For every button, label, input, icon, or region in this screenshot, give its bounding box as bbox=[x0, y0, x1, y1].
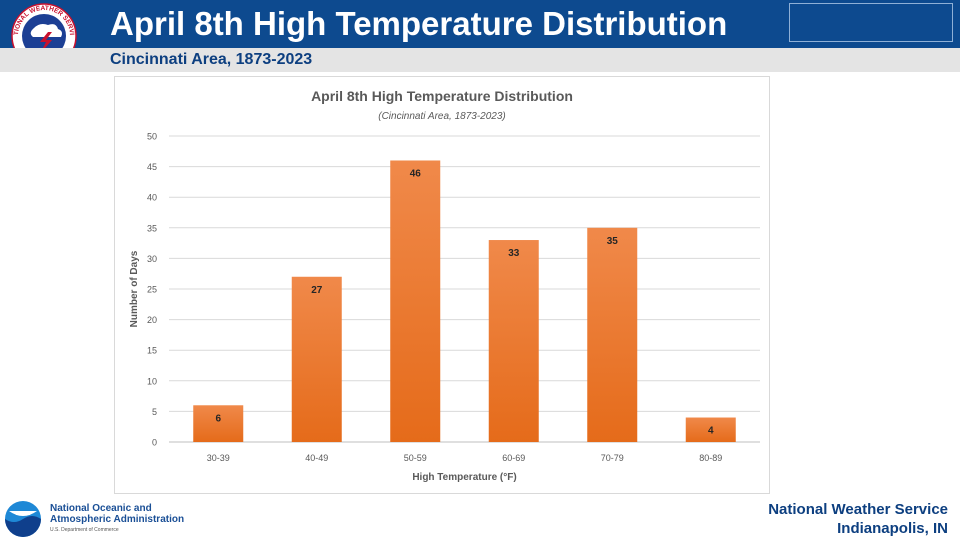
x-tick-label: 70-79 bbox=[601, 453, 624, 463]
x-tick-label: 30-39 bbox=[207, 453, 230, 463]
bar-chart: April 8th High Temperature Distribution (… bbox=[129, 88, 760, 483]
data-label: 6 bbox=[215, 413, 221, 424]
bar-50-59 bbox=[390, 160, 441, 442]
nws-office-location: Indianapolis, IN bbox=[837, 520, 948, 537]
chart-subtitle: (Cincinnati Area, 1873-2023) bbox=[378, 111, 505, 122]
page-title: April 8th High Temperature Distribution bbox=[110, 5, 728, 42]
header-bar bbox=[0, 0, 960, 48]
data-label: 4 bbox=[708, 426, 714, 437]
y-tick-label: 30 bbox=[147, 254, 157, 264]
bar-80-89 bbox=[685, 417, 736, 442]
page-subtitle: Cincinnati Area, 1873-2023 bbox=[110, 51, 313, 68]
bar-60-69 bbox=[488, 240, 539, 442]
bar-70-79 bbox=[587, 227, 638, 442]
footer bbox=[0, 494, 960, 540]
data-label: 33 bbox=[508, 248, 520, 259]
noaa-logo-icon: NOAA bbox=[5, 501, 41, 537]
y-axis-label: Number of Days bbox=[129, 250, 140, 327]
noaa-name-line1: National Oceanic and bbox=[50, 503, 152, 514]
bar-40-49 bbox=[291, 276, 342, 442]
x-tick-label: 80-89 bbox=[699, 453, 722, 463]
y-tick-label: 45 bbox=[147, 162, 157, 172]
chart-title: April 8th High Temperature Distribution bbox=[311, 88, 573, 104]
y-tick-label: 25 bbox=[147, 285, 157, 295]
nws-office-name: National Weather Service bbox=[768, 501, 948, 518]
x-tick-label: 60-69 bbox=[502, 453, 525, 463]
y-tick-label: 40 bbox=[147, 193, 157, 203]
x-axis-label: High Temperature (°F) bbox=[412, 472, 516, 483]
nws-office: National Weather Service Indianapolis, I… bbox=[768, 500, 948, 538]
data-label: 27 bbox=[311, 285, 323, 296]
y-tick-label: 35 bbox=[147, 223, 157, 233]
y-tick-label: 0 bbox=[152, 438, 157, 448]
x-tick-label: 40-49 bbox=[305, 453, 328, 463]
noaa-dept: U.S. Department of Commerce bbox=[50, 527, 119, 533]
y-tick-label: 10 bbox=[147, 376, 157, 386]
noaa-name-line2: Atmospheric Administration bbox=[50, 514, 185, 525]
subtitle-bar bbox=[0, 48, 960, 72]
data-label: 46 bbox=[410, 168, 422, 179]
bar-30-39 bbox=[193, 405, 244, 442]
y-tick-label: 15 bbox=[147, 346, 157, 356]
chart-frame: April 8th High Temperature Distribution (… bbox=[114, 76, 770, 494]
y-tick-label: 5 bbox=[152, 407, 157, 417]
y-tick-label: 50 bbox=[147, 132, 157, 142]
noaa-logo-text: NOAA bbox=[16, 511, 31, 517]
noaa-name: National Oceanic and Atmospheric Adminis… bbox=[50, 503, 184, 525]
data-label: 35 bbox=[607, 236, 619, 247]
x-tick-label: 50-59 bbox=[404, 453, 427, 463]
y-tick-label: 20 bbox=[147, 315, 157, 325]
header-box bbox=[789, 3, 953, 42]
